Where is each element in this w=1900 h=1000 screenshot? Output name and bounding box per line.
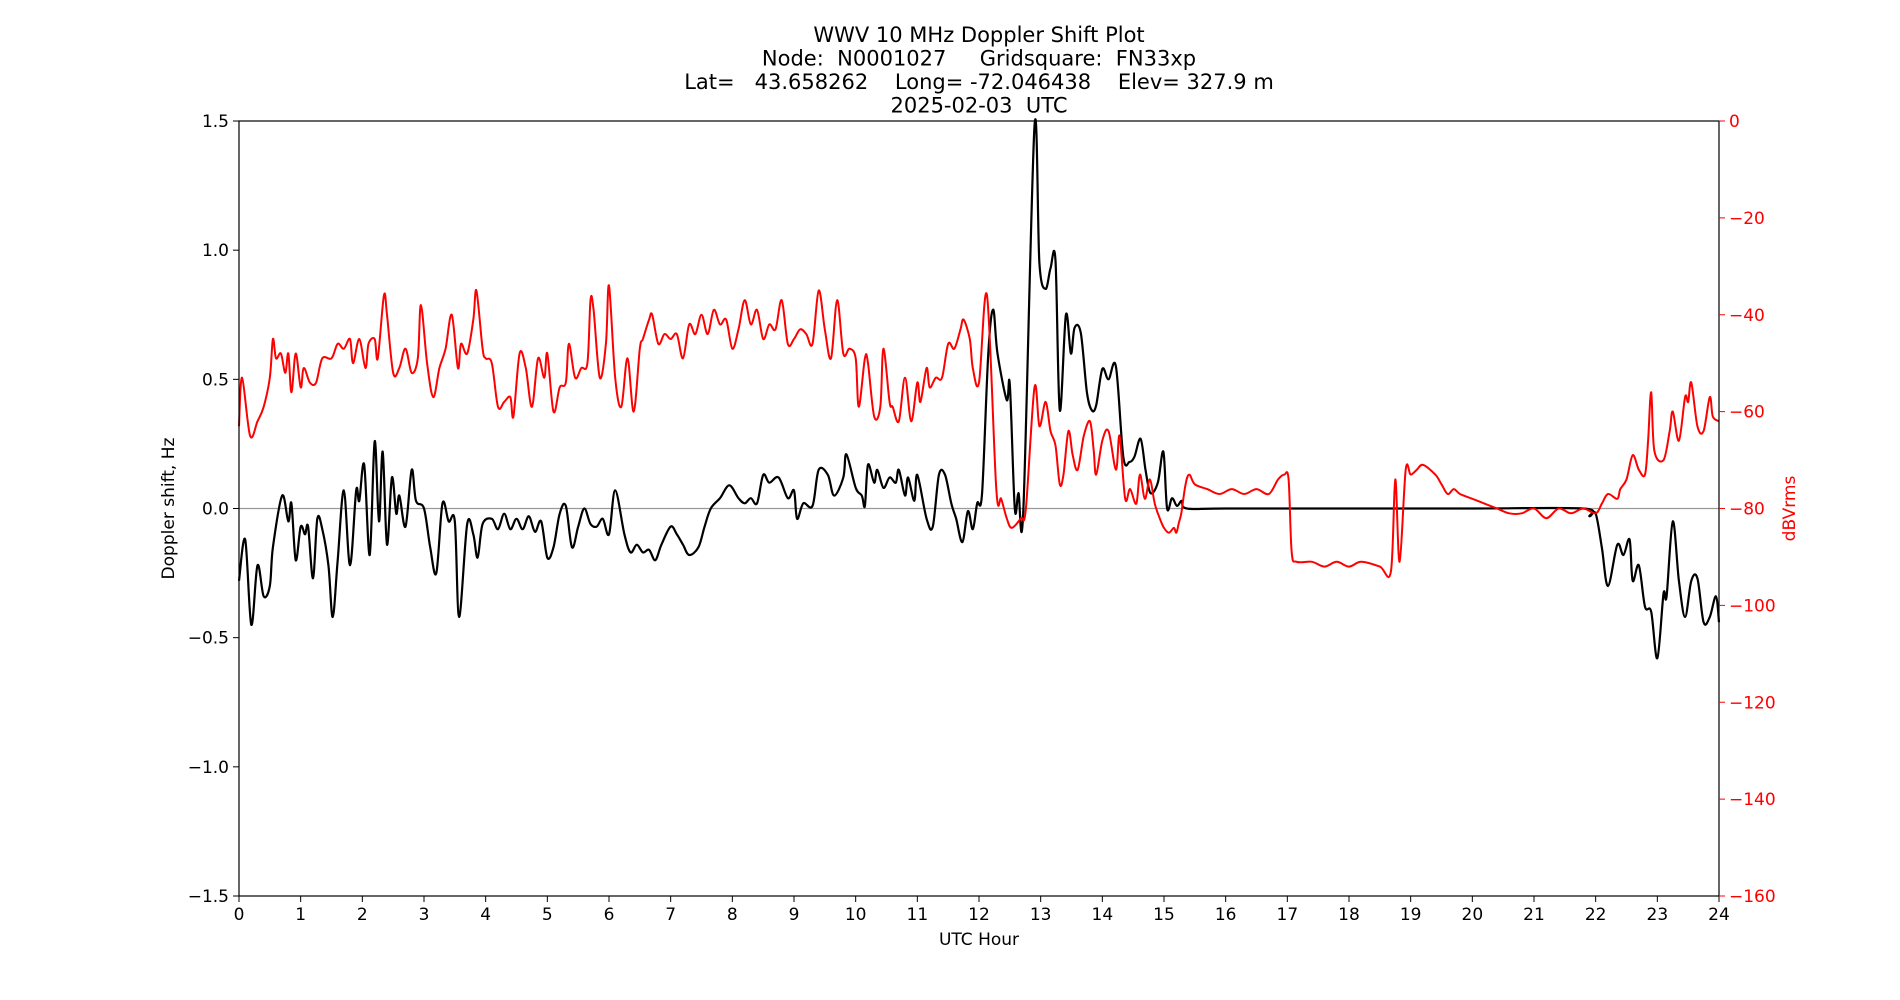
x-tick-label: 10 <box>845 905 867 925</box>
x-tick-label: 16 <box>1215 905 1237 925</box>
y2-tick-label: −160 <box>1729 887 1776 907</box>
title-line: Lat= 43.658262 Long= -72.046438 Elev= 32… <box>684 70 1274 94</box>
title-line: 2025-02-03 UTC <box>890 94 1067 118</box>
y-tick-label: 0.5 <box>202 370 229 390</box>
y-axis-label: Doppler shift, Hz <box>159 437 179 579</box>
x-tick-label: 2 <box>357 905 368 925</box>
y2-tick-label: 0 <box>1729 112 1740 132</box>
x-tick-label: 6 <box>604 905 615 925</box>
x-axis-label: UTC Hour <box>939 930 1019 950</box>
x-tick-label: 21 <box>1523 905 1545 925</box>
y2-tick-label: −120 <box>1729 693 1776 713</box>
y-tick-label: −1.0 <box>188 758 229 778</box>
x-tick-label: 19 <box>1400 905 1422 925</box>
doppler-series-line <box>237 118 1721 660</box>
y2-tick-label: −60 <box>1729 403 1765 423</box>
power-series-line <box>238 284 1720 579</box>
y-tick-label: 0.0 <box>202 500 229 520</box>
x-tick-label: 3 <box>419 905 430 925</box>
x-tick-label: 23 <box>1647 905 1669 925</box>
y-tick-label: 1.5 <box>202 112 229 132</box>
x-tick-label: 12 <box>968 905 990 925</box>
x-tick-label: 24 <box>1708 905 1730 925</box>
y-tick-label: −0.5 <box>188 629 229 649</box>
title-line: Node: N0001027 Gridsquare: FN33xp <box>762 47 1196 71</box>
x-tick-label: 15 <box>1153 905 1175 925</box>
x-tick-label: 14 <box>1092 905 1114 925</box>
x-tick-label: 4 <box>480 905 491 925</box>
y-tick-label: 1.0 <box>202 241 229 261</box>
x-tick-label: 11 <box>907 905 929 925</box>
x-tick-label: 20 <box>1462 905 1484 925</box>
y2-tick-label: −100 <box>1729 596 1776 616</box>
x-tick-label: 17 <box>1277 905 1299 925</box>
x-tick-label: 8 <box>727 905 738 925</box>
y-tick-label: −1.5 <box>188 887 229 907</box>
x-tick-label: 5 <box>542 905 553 925</box>
y2-tick-label: −140 <box>1729 790 1776 810</box>
x-tick-label: 22 <box>1585 905 1607 925</box>
y2-axis-label: dBVrms <box>1780 476 1800 542</box>
x-tick-label: 0 <box>234 905 245 925</box>
x-tick-label: 9 <box>789 905 800 925</box>
title-line: WWV 10 MHz Doppler Shift Plot <box>813 23 1144 47</box>
x-tick-label: 7 <box>665 905 676 925</box>
x-tick-label: 1 <box>295 905 306 925</box>
y2-tick-label: −40 <box>1729 306 1765 326</box>
y2-tick-label: −80 <box>1729 500 1765 520</box>
x-tick-label: 13 <box>1030 905 1052 925</box>
y2-tick-label: −20 <box>1729 209 1765 229</box>
x-tick-label: 18 <box>1338 905 1360 925</box>
